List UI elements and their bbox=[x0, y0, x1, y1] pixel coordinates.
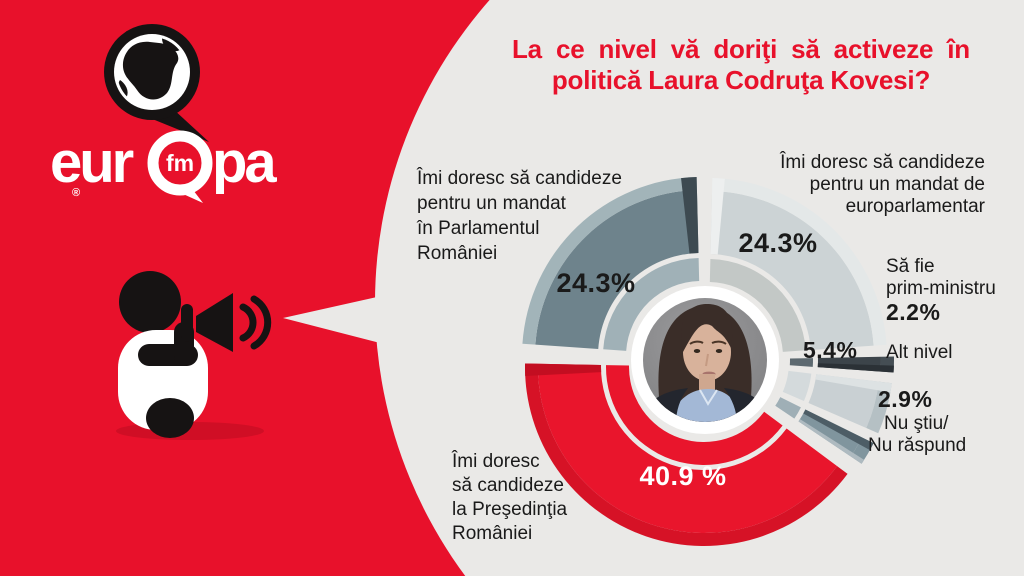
segment-3-cap bbox=[798, 419, 865, 464]
segment-5-main bbox=[535, 190, 699, 349]
globe-icon bbox=[117, 37, 187, 107]
feet bbox=[146, 398, 194, 438]
segment-3-inner-ring bbox=[775, 397, 801, 419]
segment-4-inner-ring bbox=[606, 365, 783, 465]
segment-2-cap bbox=[815, 374, 892, 393]
segment-2-main bbox=[808, 374, 879, 429]
segment-0-main bbox=[710, 191, 874, 350]
segment-3-cap bbox=[803, 409, 874, 451]
segment-1-cap bbox=[817, 363, 894, 373]
value-europarlamentar: 24.3% bbox=[738, 228, 818, 258]
wordmark-pa: pa bbox=[212, 130, 277, 195]
value-prim-ministru: 2.2% bbox=[886, 299, 941, 325]
segment-3-main bbox=[798, 409, 862, 457]
segment-4-cap bbox=[524, 363, 602, 376]
segment-5-inner-ring bbox=[603, 258, 700, 351]
title-line-1: La ce nivel vă doriţi să activeze în bbox=[512, 34, 970, 64]
wordmark: eur fm pa ® bbox=[50, 130, 280, 203]
europa-fm-logo: eur fm pa ® bbox=[50, 24, 280, 203]
speech-tail bbox=[283, 278, 462, 364]
segment-0-cap bbox=[710, 178, 725, 255]
label-europarlamentar: Îmi doresc să candideze pentru un mandat… bbox=[780, 152, 985, 217]
label-parlament: Îmi doresc să candideze pentru un mandat… bbox=[417, 168, 622, 264]
segment-2-inner-ring bbox=[782, 370, 812, 401]
value-nu-stiu: 2.9% bbox=[878, 386, 933, 412]
label-nu-stiu-1: Nu ştiu/ bbox=[884, 413, 949, 434]
head bbox=[119, 271, 181, 333]
wordmark-eur: eur bbox=[50, 130, 134, 195]
segment-4-main bbox=[537, 363, 838, 534]
title-line-2: politică Laura Codruţa Kovesi? bbox=[551, 65, 931, 95]
label-prim-ministru: Să fie prim-ministru bbox=[886, 256, 996, 299]
registered-mark: ® bbox=[72, 187, 80, 199]
donut-chart bbox=[522, 177, 895, 547]
segment-1-inner-ring bbox=[789, 358, 813, 367]
segment-5-cap bbox=[681, 177, 699, 254]
announcer-icon bbox=[116, 271, 272, 440]
segment-0-inner-ring bbox=[709, 259, 806, 352]
label-presedintia: Îmi doresc să candideze la Preşedinţia R… bbox=[452, 451, 568, 544]
megaphone-icon bbox=[181, 293, 272, 352]
label-alt-nivel: Alt nivel bbox=[886, 342, 953, 363]
survey-question-title: La ce nivel vă doriţi să activeze în pol… bbox=[458, 34, 1024, 96]
center-portrait bbox=[631, 286, 779, 434]
label-nu-stiu-2: Nu răspund bbox=[868, 435, 967, 456]
segment-5-rim bbox=[522, 177, 697, 345]
value-parlament: 24.3% bbox=[556, 268, 636, 298]
value-presedintia: 40.9 % bbox=[639, 461, 727, 491]
value-alt-nivel: 5.4% bbox=[803, 337, 858, 363]
segment-2-rim bbox=[866, 381, 892, 434]
wordmark-fm: fm bbox=[166, 150, 194, 176]
segment-0-rim bbox=[712, 178, 887, 346]
